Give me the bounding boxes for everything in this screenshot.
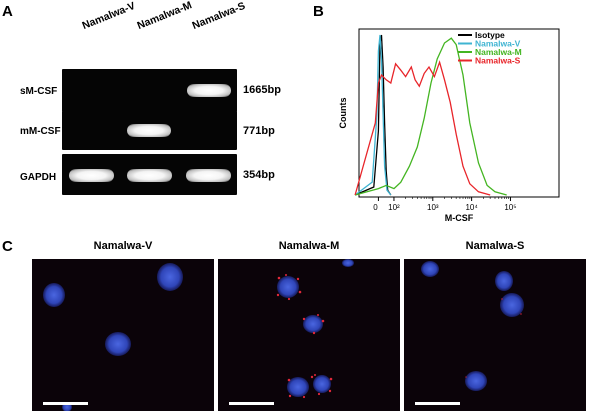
- lane-label-m: Namalwa-M: [135, 0, 194, 33]
- legend-label-isotype: Isotype: [475, 30, 505, 40]
- panel-a-letter: A: [2, 3, 13, 20]
- scale-bar: [415, 402, 460, 405]
- x-tick-label: 10³: [427, 203, 439, 212]
- histogram-line-isotype: [354, 34, 392, 196]
- row-label-smcsf: sM-CSF: [20, 86, 58, 97]
- cell-nucleus: [157, 263, 183, 291]
- x-axis-ticks: 0 10² 10³ 10⁴ 10⁵: [373, 197, 517, 212]
- micrograph-m-cells: [276, 259, 354, 399]
- micrograph-v: [32, 259, 214, 412]
- histogram-line-namalwa-s: [354, 60, 491, 196]
- micrograph-m: [218, 259, 400, 411]
- band-smcsf-s: [187, 84, 231, 97]
- gel-strip-gapdh: [62, 154, 237, 195]
- cell-nucleus: [287, 377, 309, 397]
- cell-nucleus: [342, 259, 354, 267]
- cell-nucleus: [277, 276, 299, 298]
- legend-label-namalwa-s: Namalwa-S: [475, 56, 521, 66]
- band-gapdh-s: [186, 169, 231, 182]
- plot-frame: [358, 28, 560, 198]
- gel-strip-mmcsf: [62, 111, 237, 150]
- image-title-v: Namalwa-V: [93, 240, 153, 252]
- membrane-mcsf-puncta: [276, 274, 333, 399]
- panel-b-letter: B: [313, 3, 324, 20]
- micrograph-s-cells: [421, 261, 524, 391]
- bp-label-smcsf: 1665bp: [243, 84, 281, 96]
- panel-c-letter: C: [2, 238, 13, 255]
- y-axis-label: Counts: [338, 98, 348, 129]
- histogram-line-namalwa-m: [354, 37, 507, 196]
- cell-nucleus: [495, 271, 513, 291]
- x-tick-label: 10²: [388, 203, 400, 212]
- cell-nucleus: [313, 375, 331, 393]
- histogram-series-group: [354, 34, 507, 196]
- scale-bar: [229, 402, 274, 405]
- x-tick-label: 10⁴: [465, 203, 478, 212]
- cell-nucleus: [105, 332, 131, 356]
- gel-strip-smcsf: [62, 69, 237, 112]
- legend-label-namalwa-m: Namalwa-M: [475, 47, 522, 57]
- flow-histogram: Counts 0 10² 10³ 10⁴ 10⁵ M-CSF IsotypeNamalw…: [338, 28, 560, 223]
- bp-label-gapdh: 354bp: [243, 169, 275, 181]
- row-label-mmcsf: mM-CSF: [20, 126, 61, 137]
- histogram-line-namalwa-v: [354, 34, 392, 196]
- micrograph-v-cells: [43, 263, 183, 412]
- cell-nucleus: [43, 283, 65, 307]
- cell-nucleus: [500, 293, 524, 317]
- cell-nucleus: [421, 261, 439, 277]
- band-gapdh-m: [127, 169, 172, 182]
- micrograph-s: [404, 259, 586, 411]
- scale-bar: [43, 402, 88, 405]
- sparse-red-puncta: [465, 298, 522, 378]
- image-title-s: Namalwa-S: [465, 240, 525, 252]
- cell-nucleus: [303, 315, 323, 333]
- x-tick-label: 10⁵: [504, 203, 516, 212]
- lane-label-v: Namalwa-V: [80, 0, 137, 33]
- image-title-m: Namalwa-M: [278, 240, 340, 252]
- row-label-gapdh: GAPDH: [20, 172, 57, 183]
- band-gapdh-v: [69, 169, 114, 182]
- x-tick-label: 0: [373, 203, 378, 212]
- lane-label-s: Namalwa-S: [190, 0, 247, 33]
- legend-label-namalwa-v: Namalwa-V: [475, 39, 521, 49]
- cell-nucleus: [465, 371, 487, 391]
- bp-label-mmcsf: 771bp: [243, 125, 275, 137]
- x-axis-label: M-CSF: [445, 213, 474, 223]
- band-mmcsf-m: [127, 124, 171, 137]
